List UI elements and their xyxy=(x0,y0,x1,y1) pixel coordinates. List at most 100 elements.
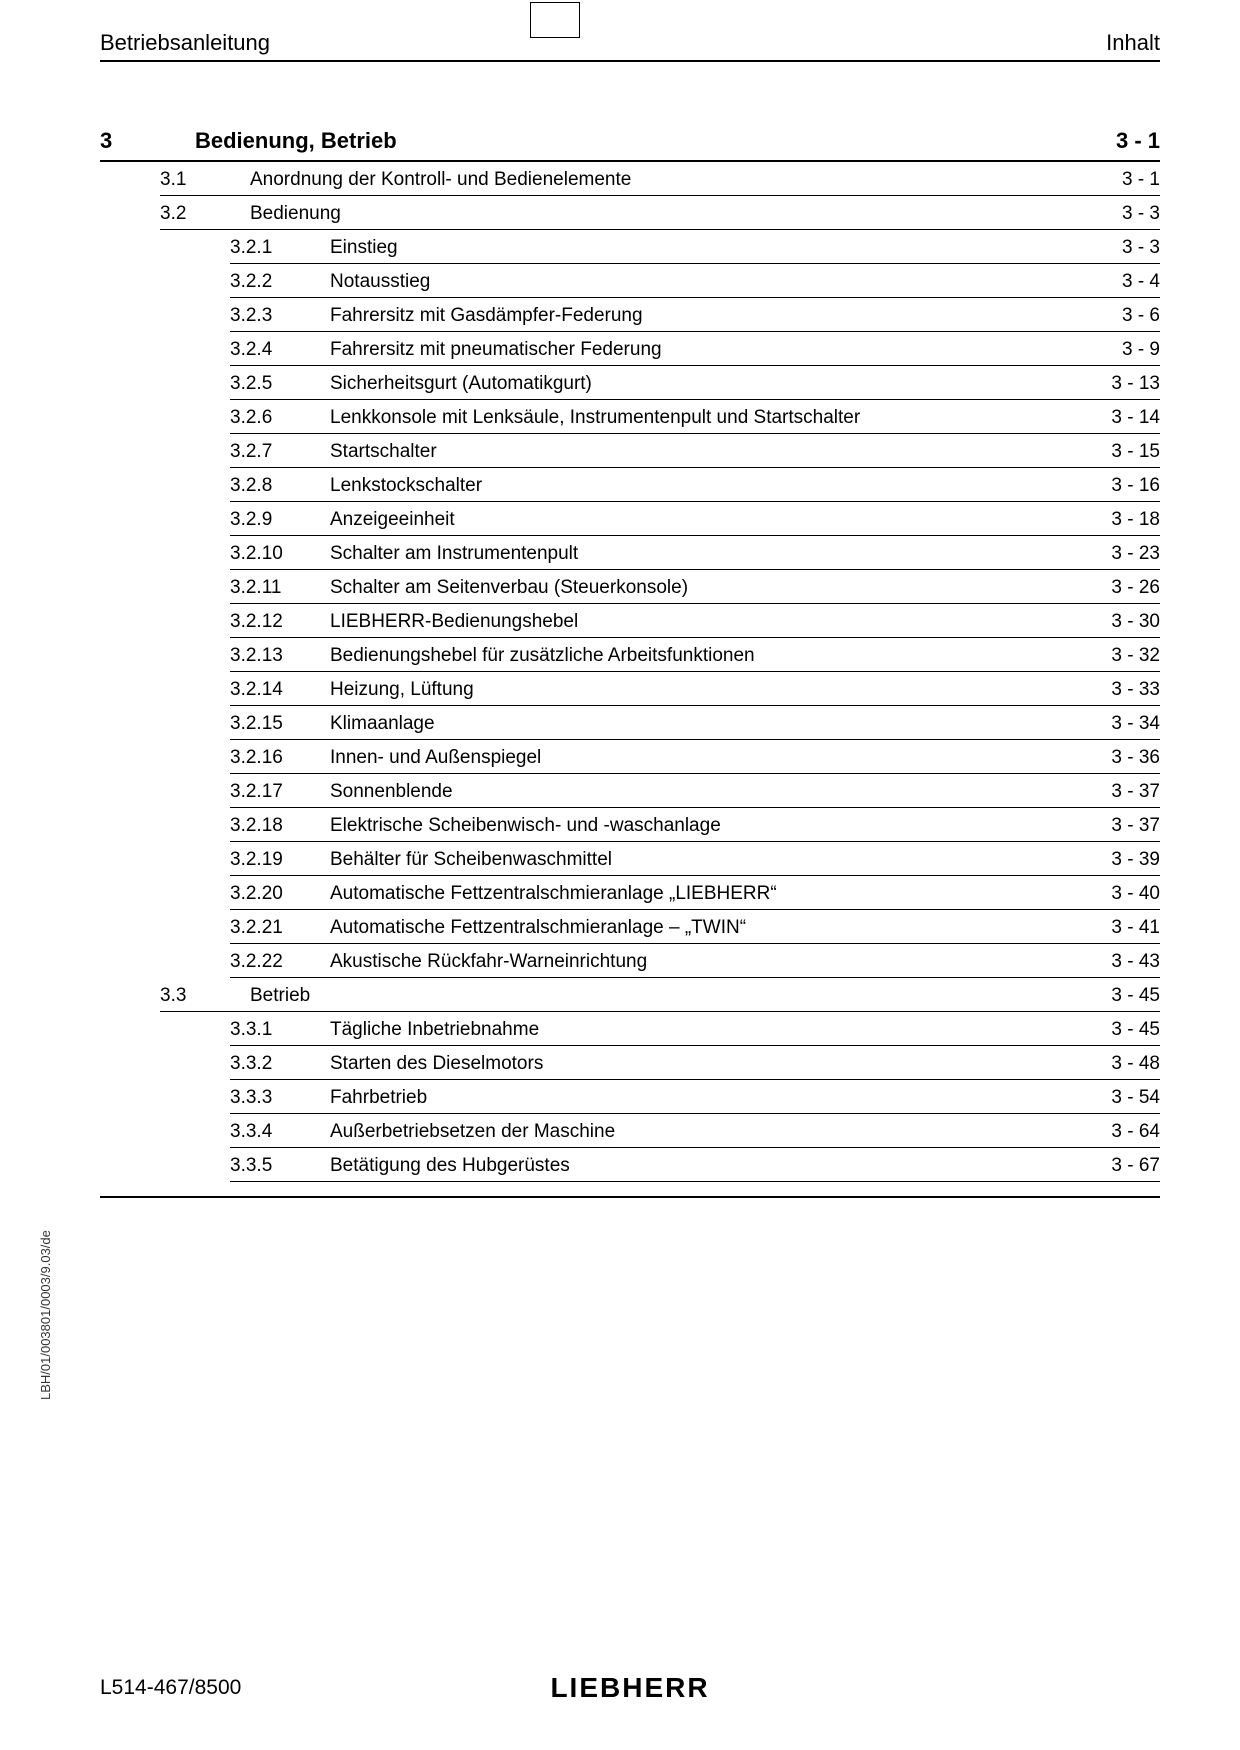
toc-title: Fahrersitz mit Gasdämpfer-Federung xyxy=(310,305,1090,327)
toc-page: 3 - 3 xyxy=(1090,237,1160,259)
toc-page: 3 - 1 xyxy=(1090,169,1160,191)
toc-title: Bedienungshebel für zusätzliche Arbeitsf… xyxy=(310,645,1090,667)
toc-number: 3.2.7 xyxy=(230,441,310,463)
toc-page: 3 - 6 xyxy=(1090,305,1160,327)
toc-title: Schalter am Instrumentenpult xyxy=(310,543,1090,565)
toc-page: 3 - 32 xyxy=(1090,645,1160,667)
toc-title: Lenkstockschalter xyxy=(310,475,1090,497)
toc-number: 3.2.22 xyxy=(230,951,310,973)
toc-number: 3.3.3 xyxy=(230,1087,310,1109)
toc-row: 3.2.12LIEBHERR-Bedienungshebel3 - 30 xyxy=(230,604,1160,638)
toc-page: 3 - 43 xyxy=(1090,951,1160,973)
toc-page: 3 - 26 xyxy=(1090,577,1160,599)
toc-row: 3.3.4Außerbetriebsetzen der Maschine3 - … xyxy=(230,1114,1160,1148)
page-footer: L514-467/8500 LIEBHERR xyxy=(100,1676,1160,1700)
toc-number: 3.3.5 xyxy=(230,1155,310,1177)
toc-number: 3.2.14 xyxy=(230,679,310,701)
toc-number: 3.2.2 xyxy=(230,271,310,293)
toc-row: 3.2.22Akustische Rückfahr-Warneinrichtun… xyxy=(230,944,1160,978)
toc-page: 3 - 1 xyxy=(1090,128,1160,154)
toc-row: 3.2.14Heizung, Lüftung3 - 33 xyxy=(230,672,1160,706)
toc-page: 3 - 4 xyxy=(1090,271,1160,293)
toc-row: 3.2.2Notausstieg3 - 4 xyxy=(230,264,1160,298)
toc-page: 3 - 16 xyxy=(1090,475,1160,497)
toc-row: 3.2.15Klimaanlage3 - 34 xyxy=(230,706,1160,740)
toc-row: 3.2.13Bedienungshebel für zusätzliche Ar… xyxy=(230,638,1160,672)
toc-title: Fahrersitz mit pneumatischer Federung xyxy=(310,339,1090,361)
toc-title: Automatische Fettzentralschmieranlage „L… xyxy=(310,883,1090,905)
toc-row: 3.3.3Fahrbetrieb3 - 54 xyxy=(230,1080,1160,1114)
toc-title: Fahrbetrieb xyxy=(310,1087,1090,1109)
toc-page: 3 - 64 xyxy=(1090,1121,1160,1143)
toc-row: 3.2.1Einstieg3 - 3 xyxy=(230,230,1160,264)
toc-row: 3.2Bedienung3 - 3 xyxy=(160,196,1160,230)
toc-page: 3 - 40 xyxy=(1090,883,1160,905)
toc-page: 3 - 34 xyxy=(1090,713,1160,735)
toc-title: Betätigung des Hubgerüstes xyxy=(310,1155,1090,1177)
toc-title: Startschalter xyxy=(310,441,1090,463)
toc-number: 3.2.4 xyxy=(230,339,310,361)
toc-number: 3.2.20 xyxy=(230,883,310,905)
toc-title: Bedienung xyxy=(220,203,1090,225)
toc-page: 3 - 18 xyxy=(1090,509,1160,531)
toc-row: 3.1Anordnung der Kontroll- und Bedienele… xyxy=(160,162,1160,196)
toc-title: Außerbetriebsetzen der Maschine xyxy=(310,1121,1090,1143)
bottom-rule xyxy=(100,1196,1160,1198)
footer-logo: LIEBHERR xyxy=(550,1672,709,1704)
toc-title: Tägliche Inbetriebnahme xyxy=(310,1019,1090,1041)
toc-number: 3.2.11 xyxy=(230,577,310,599)
toc-page: 3 - 23 xyxy=(1090,543,1160,565)
toc-page: 3 - 45 xyxy=(1090,1019,1160,1041)
toc-number: 3.2.6 xyxy=(230,407,310,429)
toc-number: 3.2.15 xyxy=(230,713,310,735)
footer-model-number: L514-467/8500 xyxy=(100,1676,241,1700)
toc-page: 3 - 37 xyxy=(1090,815,1160,837)
toc-title: Innen- und Außenspiegel xyxy=(310,747,1090,769)
toc-row: 3.2.20Automatische Fettzentralschmieranl… xyxy=(230,876,1160,910)
toc-number: 3.3.4 xyxy=(230,1121,310,1143)
toc-title: Anordnung der Kontroll- und Bedienelemen… xyxy=(220,169,1090,191)
toc-title: LIEBHERR-Bedienungshebel xyxy=(310,611,1090,633)
toc-row: 3.2.6Lenkkonsole mit Lenksäule, Instrume… xyxy=(230,400,1160,434)
toc-row: 3.3.1Tägliche Inbetriebnahme3 - 45 xyxy=(230,1012,1160,1046)
toc-number: 3.2.19 xyxy=(230,849,310,871)
page-header: Betriebsanleitung Inhalt xyxy=(100,30,1160,62)
toc-page: 3 - 30 xyxy=(1090,611,1160,633)
toc-title: Schalter am Seitenverbau (Steuerkonsole) xyxy=(310,577,1090,599)
toc-page: 3 - 33 xyxy=(1090,679,1160,701)
toc-row: 3.2.21Automatische Fettzentralschmieranl… xyxy=(230,910,1160,944)
toc-page: 3 - 39 xyxy=(1090,849,1160,871)
toc-page: 3 - 45 xyxy=(1090,985,1160,1007)
toc-row: 3.2.16Innen- und Außenspiegel3 - 36 xyxy=(230,740,1160,774)
toc-page: 3 - 13 xyxy=(1090,373,1160,395)
toc-number: 3.3.2 xyxy=(230,1053,310,1075)
header-right: Inhalt xyxy=(1106,30,1160,56)
toc-number: 3 xyxy=(100,128,170,154)
toc-row: 3Bedienung, Betrieb3 - 1 xyxy=(100,122,1160,162)
toc-number: 3.1 xyxy=(160,169,220,191)
toc-row: 3.2.18Elektrische Scheibenwisch- und -wa… xyxy=(230,808,1160,842)
toc-number: 3.2.21 xyxy=(230,917,310,939)
toc-title: Einstieg xyxy=(310,237,1090,259)
toc-row: 3.2.10Schalter am Instrumentenpult3 - 23 xyxy=(230,536,1160,570)
toc-number: 3.2.17 xyxy=(230,781,310,803)
toc-page: 3 - 3 xyxy=(1090,203,1160,225)
toc-page: 3 - 15 xyxy=(1090,441,1160,463)
toc-number: 3.2.16 xyxy=(230,747,310,769)
toc-number: 3.2.3 xyxy=(230,305,310,327)
toc-page: 3 - 41 xyxy=(1090,917,1160,939)
toc-row: 3.2.17Sonnenblende3 - 37 xyxy=(230,774,1160,808)
toc-title: Elektrische Scheibenwisch- und -waschanl… xyxy=(310,815,1090,837)
toc-row: 3.3.2Starten des Dieselmotors3 - 48 xyxy=(230,1046,1160,1080)
toc-row: 3.2.8Lenkstockschalter3 - 16 xyxy=(230,468,1160,502)
toc-number: 3.2.5 xyxy=(230,373,310,395)
toc-page: 3 - 67 xyxy=(1090,1155,1160,1177)
header-box xyxy=(530,2,580,38)
toc-title: Heizung, Lüftung xyxy=(310,679,1090,701)
toc-title: Notausstieg xyxy=(310,271,1090,293)
toc-number: 3.2.13 xyxy=(230,645,310,667)
toc-page: 3 - 36 xyxy=(1090,747,1160,769)
toc-title: Starten des Dieselmotors xyxy=(310,1053,1090,1075)
toc-title: Akustische Rückfahr-Warneinrichtung xyxy=(310,951,1090,973)
page-content: Betriebsanleitung Inhalt 3Bedienung, Bet… xyxy=(100,30,1160,1198)
